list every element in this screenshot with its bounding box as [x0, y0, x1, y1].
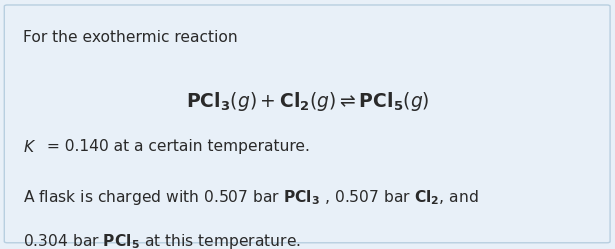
Text: A flask is charged with 0.507 bar $\mathbf{PCl_3}$ , 0.507 bar $\mathbf{Cl_2}$, : A flask is charged with 0.507 bar $\math…	[23, 188, 479, 207]
Text: $\mathbf{PCl_3}(g) + \mathbf{Cl_2}(g) \rightleftharpoons \mathbf{PCl_5}(g)$: $\mathbf{PCl_3}(g) + \mathbf{Cl_2}(g) \r…	[186, 90, 429, 113]
Text: 0.304 bar $\mathbf{PCl_5}$ at this temperature.: 0.304 bar $\mathbf{PCl_5}$ at this tempe…	[23, 232, 301, 249]
Text: = 0.140 at a certain temperature.: = 0.140 at a certain temperature.	[42, 139, 310, 154]
FancyBboxPatch shape	[4, 5, 610, 243]
Text: For the exothermic reaction: For the exothermic reaction	[23, 30, 238, 45]
Text: $\mathit{K}$: $\mathit{K}$	[23, 139, 36, 155]
